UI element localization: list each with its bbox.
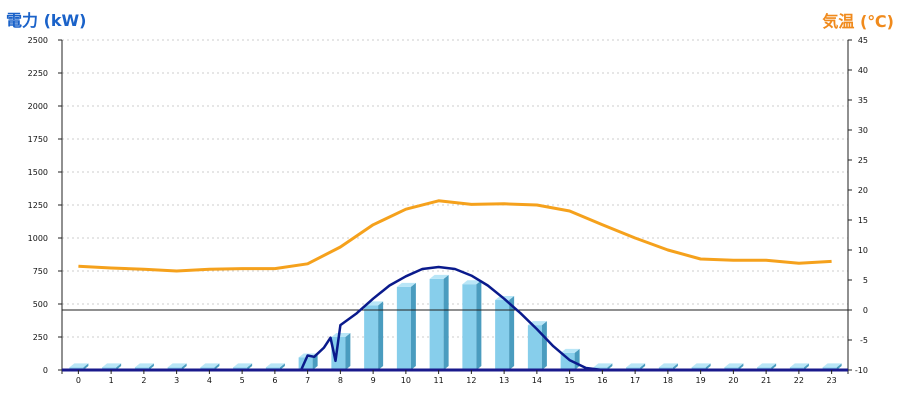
grid-lines [62,39,848,338]
x-tick-label: 2 [141,376,146,385]
bar [396,282,416,370]
right-tick-label: 15 [858,216,868,225]
x-tick-label: 23 [827,376,837,385]
power-curve-line [78,265,832,372]
right-tick-label: 25 [858,156,868,165]
bar [495,296,515,370]
left-tick-label: 500 [33,300,48,309]
x-tick-label: 10 [401,376,411,385]
bar [560,348,580,370]
right-tick-label: 40 [858,66,868,75]
right-tick-label: 30 [858,126,868,135]
left-axis-title: 電力 (kW) [6,11,87,30]
right-tick-label: 45 [858,36,868,45]
bar [364,301,384,370]
axes [61,40,849,374]
left-tick-label: 1000 [28,234,48,243]
right-axis-ticks: -10 -5 0 5 10 15 20 25 30 35 40 45 [848,36,868,375]
x-tick-label: 7 [305,376,310,385]
x-tick-label: 20 [728,376,738,385]
x-tick-label: 17 [630,376,640,385]
right-tick-label: -10 [855,366,868,375]
temperature-line [78,199,832,273]
x-tick-label: 19 [696,376,706,385]
temperature-series [78,199,832,273]
power-series [78,265,832,372]
x-tick-label: 4 [207,376,212,385]
x-tick-label: 22 [794,376,804,385]
x-tick-label: 13 [499,376,509,385]
left-tick-label: 0 [43,366,48,375]
right-tick-label: 35 [858,96,868,105]
x-tick-label: 21 [761,376,771,385]
x-tick-label: 0 [76,376,81,385]
right-tick-label: 20 [858,186,868,195]
x-tick-label: 11 [434,376,444,385]
power-bars [69,274,842,370]
x-axis-ticks: 0 1 2 3 4 5 6 7 8 9 10 11 12 13 14 15 16 17 18 19 20 21 22 23 [76,370,837,385]
left-tick-label: 2500 [28,36,48,45]
x-tick-label: 18 [663,376,673,385]
right-tick-label: 5 [863,276,868,285]
bar [462,280,482,370]
right-axis-title: 気温 (℃) [822,12,894,31]
right-tick-label: -5 [860,336,868,345]
left-axis-ticks: 0 250 500 750 1000 1250 1500 1750 2000 2250 2500 [28,36,62,375]
x-tick-label: 9 [371,376,376,385]
left-tick-label: 2250 [28,69,48,78]
left-tick-label: 1500 [28,168,48,177]
left-tick-label: 1250 [28,201,48,210]
right-tick-label: 0 [863,306,868,315]
left-tick-label: 750 [33,267,48,276]
bar [429,274,449,370]
left-tick-label: 250 [33,333,48,342]
x-tick-label: 16 [597,376,607,385]
left-tick-label: 1750 [28,135,48,144]
x-tick-label: 6 [272,376,277,385]
x-tick-label: 5 [240,376,245,385]
left-tick-label: 2000 [28,102,48,111]
x-tick-label: 15 [565,376,575,385]
x-tick-label: 3 [174,376,179,385]
x-tick-label: 8 [338,376,343,385]
right-tick-label: 10 [858,246,868,255]
x-tick-label: 12 [466,376,476,385]
x-tick-label: 14 [532,376,542,385]
x-tick-label: 1 [109,376,114,385]
